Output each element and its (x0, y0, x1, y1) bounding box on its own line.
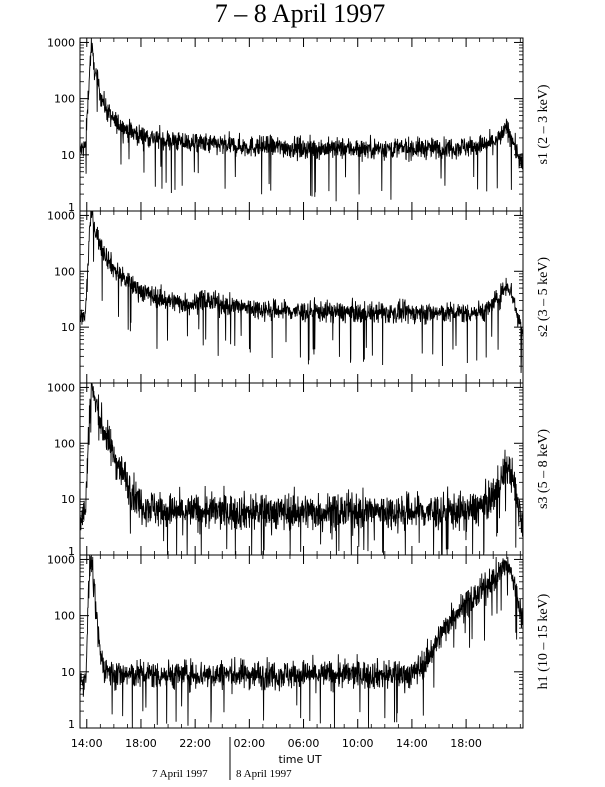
x-tick-label: 18:00 (125, 737, 157, 750)
x-tick-label: 02:00 (233, 737, 265, 750)
y-tick-label: 1000 (47, 553, 75, 566)
y-tick-label: 10 (61, 321, 75, 334)
panel-2-frame (79, 210, 524, 384)
y-tick-label: 10 (61, 666, 75, 679)
x-tick-label: 06:00 (288, 737, 320, 750)
y-tick-label: 100 (54, 610, 75, 623)
y-tick-label: 1 (68, 201, 75, 214)
y-tick-label: 1000 (47, 36, 75, 49)
y-tick-label: 10 (61, 493, 75, 506)
x-tick-label: 18:00 (450, 737, 482, 750)
panel-1-ylabel: s1 (2 – 3 keV) (536, 84, 551, 164)
y-tick-label: 100 (54, 265, 75, 278)
panel-4-frame (79, 554, 524, 729)
panel-1: 1 10 100 1000 s1 (2 – 3 keV) (47, 36, 551, 214)
panel-4-ylabel: h1 (10 – 15 keV) (536, 593, 551, 689)
panels-group: 1 10 100 1000 s1 (2 – 3 keV) 10 100 1000 s2 (3 –… (47, 36, 551, 731)
x-axis: 14:00 18:00 22:00 02:00 06:00 10:00 14:00 18:00 (71, 737, 482, 750)
panel-2: 10 100 1000 s2 (3 – 5 keV) (47, 209, 551, 384)
y-tick-label: 1000 (47, 209, 75, 222)
x-axis-label: time UT (278, 753, 321, 766)
date-label-7-april: 7 April 1997 (152, 768, 208, 780)
x-tick-label: 14:00 (71, 737, 103, 750)
date-label-8-april: 8 April 1997 (236, 768, 292, 780)
panel-1-series-line (79, 38, 524, 202)
y-tick-label: 1 (68, 718, 75, 731)
panel-4-series-line (79, 554, 524, 728)
panel-2-series-line (79, 210, 524, 374)
chart-title: 7 – 8 April 1997 (215, 0, 385, 28)
x-tick-label: 10:00 (342, 737, 374, 750)
y-tick-label: 100 (54, 437, 75, 450)
panel-3: 1 10 100 1000 s3 (5 – 8 keV) (47, 381, 551, 558)
panel-3-ylabel: s3 (5 – 8 keV) (536, 429, 551, 509)
y-tick-label: 100 (54, 93, 75, 106)
y-tick-label: 1000 (47, 381, 75, 394)
panel-3-frame (79, 382, 524, 556)
y-tick-label: 10 (61, 149, 75, 162)
x-tick-label: 22:00 (179, 737, 211, 750)
y-tick-label: 1 (68, 545, 75, 558)
panel-4: 1 10 100 1000 h1 (10 – 15 keV) (47, 553, 551, 731)
x-tick-label: 14:00 (396, 737, 428, 750)
panel-1-frame (79, 37, 524, 212)
panel-3-series-line (79, 382, 524, 556)
panel-2-ylabel: s2 (3 – 5 keV) (536, 257, 551, 337)
